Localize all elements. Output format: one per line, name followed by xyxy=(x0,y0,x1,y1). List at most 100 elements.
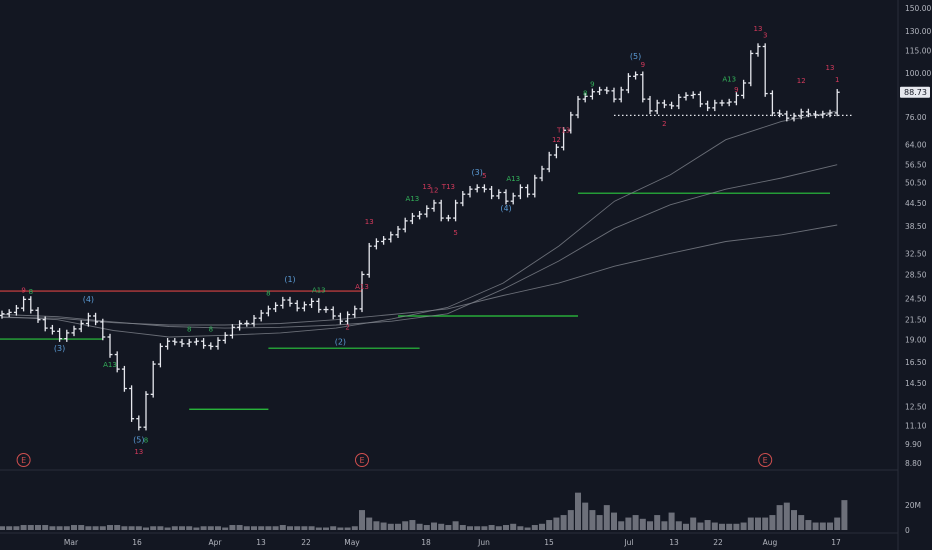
sequential-count-marker: 13 xyxy=(365,218,374,226)
volume-bar xyxy=(546,520,553,530)
price-tick-label: 38.50 xyxy=(905,222,927,231)
time-tick-label: 17 xyxy=(831,538,841,547)
price-bar xyxy=(582,93,588,103)
volume-bar xyxy=(553,517,560,530)
sequential-count-marker: 1 xyxy=(835,76,839,84)
price-bar xyxy=(316,298,322,313)
price-bar xyxy=(179,338,185,348)
sequential-count-marker: 5 xyxy=(482,172,486,180)
time-tick-label: 13 xyxy=(256,538,266,547)
volume-bar xyxy=(373,521,380,530)
price-bar xyxy=(453,199,459,222)
time-tick-label: Aug xyxy=(763,538,778,547)
volume-bar xyxy=(618,521,625,530)
volume-bar xyxy=(330,526,337,530)
volume-bar xyxy=(488,525,495,530)
volume-bar xyxy=(27,525,34,530)
volume-bar xyxy=(222,527,229,530)
price-bar xyxy=(258,309,264,322)
price-bar xyxy=(741,79,747,99)
volume-bar xyxy=(128,526,135,530)
sequential-count-marker: 8 xyxy=(266,289,270,297)
earnings-marker[interactable]: E xyxy=(355,453,369,467)
last-price-tag: 88.73 xyxy=(900,86,930,98)
volume-bar xyxy=(287,526,293,530)
price-bar xyxy=(229,324,235,339)
volume-bar xyxy=(251,526,257,530)
price-bar xyxy=(150,360,156,398)
volume-bar xyxy=(524,527,531,530)
volume-bar xyxy=(301,526,308,530)
volume-bar xyxy=(711,522,718,530)
volume-bar xyxy=(819,522,826,530)
price-bar xyxy=(136,415,142,431)
price-bar xyxy=(726,98,732,107)
price-bar xyxy=(532,174,538,198)
price-bar xyxy=(489,185,495,200)
time-axis[interactable]: Mar 16 Apr 13 22 May 18 Jun 15 Jul 13 22 Aug 17 xyxy=(64,538,841,547)
volume-bar xyxy=(200,526,207,530)
sequential-count-marker: A13 xyxy=(355,283,369,291)
sequential-count-marker: 8 xyxy=(144,436,148,444)
volume-bar xyxy=(157,526,164,530)
price-bar xyxy=(784,110,790,122)
volume-bar xyxy=(272,526,279,530)
earnings-circle xyxy=(758,453,773,467)
price-bar xyxy=(222,332,228,344)
volume-bar xyxy=(380,522,387,530)
price-bar xyxy=(129,385,135,422)
volume-bar xyxy=(236,525,243,530)
volume-bar xyxy=(582,502,589,530)
volume-bar xyxy=(193,527,200,530)
volume-bar xyxy=(675,521,682,530)
earnings-marker[interactable]: E xyxy=(16,453,31,467)
moving-averages xyxy=(1,110,838,338)
sequential-count-marker: A13 xyxy=(406,195,420,203)
price-bar xyxy=(78,320,84,333)
price-bar xyxy=(21,296,27,312)
price-bar xyxy=(690,91,696,99)
price-bar xyxy=(215,337,221,350)
volume-bar xyxy=(798,515,805,530)
sequential-count-marker: 3 xyxy=(763,31,767,39)
price-bar xyxy=(57,328,63,342)
sequential-count-marker: 8 xyxy=(187,325,191,333)
price-bar xyxy=(330,306,336,320)
price-bar xyxy=(762,43,768,97)
volume-bar xyxy=(99,526,106,530)
price-tick-label: 9.90 xyxy=(905,440,922,449)
price-bar xyxy=(755,43,761,57)
price-bar xyxy=(309,298,315,308)
volume-bar xyxy=(603,505,610,530)
earnings-label: E xyxy=(21,456,26,465)
volume-bar xyxy=(0,526,5,530)
price-bar xyxy=(0,310,5,319)
sequential-count-marker: 12 xyxy=(797,77,806,85)
sequential-count-marker: 13 xyxy=(754,25,763,33)
price-bar xyxy=(172,338,178,346)
price-bar xyxy=(474,184,480,193)
volume-bar xyxy=(510,523,517,530)
time-tick-label: Apr xyxy=(209,538,223,547)
volume-bar xyxy=(531,525,538,530)
earnings-circle xyxy=(355,453,369,467)
wave-labels: (4) (3) (5) (1) (2) (3) (4) (5) xyxy=(54,52,641,444)
volume-bar xyxy=(71,525,77,530)
volume-bar xyxy=(445,525,452,530)
volume-bar xyxy=(841,500,848,530)
price-tick-label: 115.00 xyxy=(905,47,931,56)
price-bar xyxy=(373,238,379,250)
volume-bar xyxy=(791,510,797,530)
price-bar xyxy=(352,305,358,318)
volume-axis[interactable]: 20M 0 xyxy=(905,501,921,535)
volume-bar xyxy=(351,526,358,530)
earnings-marker[interactable]: E xyxy=(758,453,773,467)
price-bar xyxy=(769,90,775,117)
volume-bar xyxy=(416,523,423,530)
price-bar xyxy=(791,112,797,122)
price-axis[interactable]: 150.00130.00115.00100.0088.0076.0064.005… xyxy=(905,4,931,468)
last-price-tag-bg xyxy=(900,86,930,98)
price-bar xyxy=(273,302,279,313)
